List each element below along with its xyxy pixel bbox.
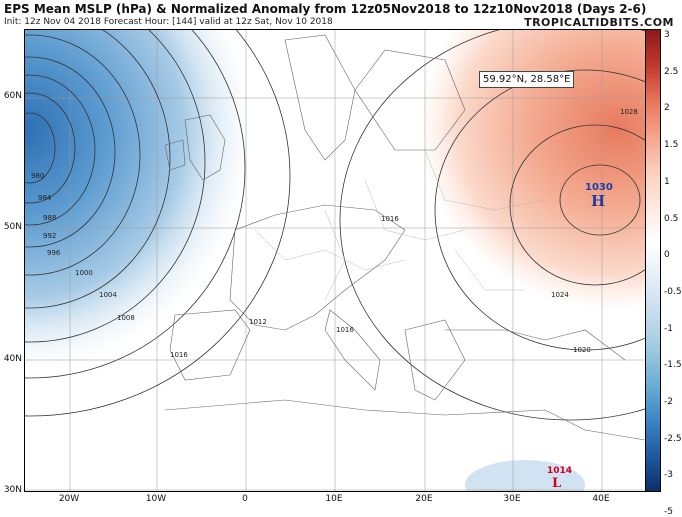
isobar-label: 1020 [573, 346, 591, 354]
isobar-label: 996 [47, 249, 61, 257]
isobar-label: 1016 [170, 351, 188, 359]
isobar-label: 984 [38, 194, 52, 202]
isobar-label: 1000 [75, 269, 93, 277]
page-title: EPS Mean MSLP (hPa) & Normalized Anomaly… [4, 2, 647, 16]
colorbar-tick-label: -3 [664, 470, 673, 481]
isobar-label: 1008 [117, 314, 135, 322]
colorbar-tick-label: 2 [664, 103, 670, 114]
lon-label: 40E [592, 494, 610, 504]
map-panel[interactable] [24, 29, 646, 492]
isobar-label: 1004 [99, 291, 117, 299]
isobar-label: 1024 [551, 291, 569, 299]
high-pressure-value: 1030 [585, 182, 613, 193]
anomaly-colorbar [645, 29, 661, 492]
lon-label: 20E [415, 494, 433, 504]
coastlines [164, 34, 645, 441]
colorbar-tick-label: -5 [664, 507, 673, 517]
brand-label: TROPICALTIDBITS.COM [524, 16, 674, 29]
borders [254, 149, 546, 301]
colorbar-tick-label: -2 [664, 397, 673, 407]
isobar-label: 988 [43, 214, 57, 222]
colorbar-tick-label: -2.5 [664, 433, 682, 444]
colorbar-tick-label: -1 [664, 323, 673, 334]
lon-label: 10W [145, 494, 167, 504]
lat-label: 30N [3, 485, 22, 495]
colorbar-tick-label: -1.5 [664, 360, 682, 371]
init-subtitle: Init: 12z Nov 04 2018 Forecast Hour: [14… [4, 17, 333, 27]
lon-label: 0 [242, 494, 248, 504]
low-pressure-value: 1014 [547, 466, 573, 476]
lat-label: 40N [3, 354, 22, 364]
colorbar-tick-label: 2.5 [664, 66, 679, 77]
lat-label: 60N [3, 91, 22, 101]
colorbar-tick-label: 0.5 [664, 213, 679, 224]
low-pressure-symbol: L [552, 476, 562, 491]
high-pressure-symbol: H [591, 192, 606, 210]
isobar-label: 980 [31, 172, 45, 180]
lat-label: 50N [3, 222, 22, 232]
map-canvas [25, 30, 645, 491]
isobar-label: 1016 [336, 326, 354, 334]
isobars [25, 30, 645, 421]
colorbar-tick-label: 3 [664, 30, 670, 40]
isobar-label: 992 [43, 232, 57, 240]
negative-anomaly-region [25, 30, 405, 430]
isobar-label: 1028 [620, 108, 638, 116]
colorbar-tick-label: 1.5 [664, 140, 679, 151]
coordinate-readout: 59.92°N, 28.58°E [479, 71, 575, 88]
lon-label: 10E [325, 494, 343, 504]
negative-anomaly-east-med [465, 460, 585, 491]
lon-label: 30E [503, 494, 521, 504]
colorbar-tick-label: 0 [664, 250, 670, 261]
isobar-label: 1012 [249, 318, 267, 326]
colorbar-tick-label: 1 [664, 176, 670, 187]
colorbar-tick-label: -0.5 [664, 286, 682, 297]
lon-label: 20W [58, 494, 80, 504]
isobar-label: 1016 [381, 215, 399, 223]
